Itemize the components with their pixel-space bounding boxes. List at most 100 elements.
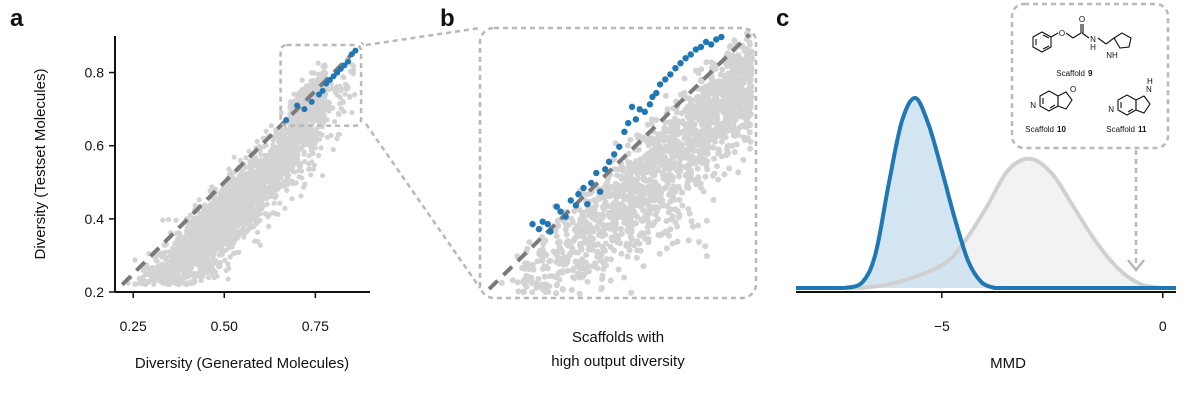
gray-scatter-point <box>655 216 661 223</box>
gray-scatter-point <box>729 64 736 70</box>
gray-scatter-point <box>635 146 642 153</box>
gray-scatter-point <box>246 148 252 155</box>
gray-scatter-point <box>553 282 560 289</box>
gray-scatter-point <box>703 253 710 260</box>
gray-scatter-point <box>559 268 566 275</box>
gray-scatter-point <box>597 195 603 202</box>
gray-scatter-point <box>627 136 634 143</box>
scaffold-11-number: 11 <box>1138 125 1147 134</box>
gray-scatter-point <box>600 204 606 211</box>
scaffold-10-o-atom: O <box>1070 85 1076 94</box>
gray-scatter-point <box>714 163 720 170</box>
gray-scatter-point <box>140 267 146 273</box>
gray-scatter-point <box>703 217 710 224</box>
panel-c-gray-density-line <box>796 156 1176 290</box>
gray-scatter-point <box>270 167 276 173</box>
gray-scatter-point <box>281 183 287 189</box>
gray-scatter-point <box>332 119 338 125</box>
gray-scatter-point <box>700 188 707 195</box>
gray-scatter-point <box>564 267 571 274</box>
gray-scatter-point <box>173 230 179 236</box>
gray-scatter-point <box>232 193 238 199</box>
gray-scatter-point <box>624 221 631 228</box>
gray-scatter-point <box>526 275 532 282</box>
gray-scatter-point <box>676 184 682 191</box>
gray-scatter-point <box>311 166 317 172</box>
gray-scatter-point <box>703 59 710 66</box>
gray-scatter-point <box>336 87 342 93</box>
gray-scatter-point <box>724 111 731 118</box>
gray-scatter-point <box>342 91 348 97</box>
gray-scatter-point <box>747 99 754 106</box>
gray-scatter-point <box>335 110 341 116</box>
gray-scatter-point <box>664 106 671 113</box>
panel-a-blue-points <box>283 47 359 124</box>
gray-scatter-point <box>192 202 198 209</box>
gray-scatter-point <box>202 257 208 263</box>
gray-scatter-point <box>240 224 247 230</box>
gray-scatter-point <box>672 206 679 213</box>
gray-scatter-point <box>661 174 668 181</box>
gray-scatter-point <box>279 131 285 137</box>
blue-scatter-point <box>653 89 660 97</box>
blue-scatter-point <box>316 91 322 98</box>
gray-scatter-point <box>249 194 256 200</box>
gray-scatter-point <box>268 173 274 179</box>
gray-scatter-point <box>530 266 537 273</box>
gray-scatter-point <box>175 237 181 243</box>
gray-scatter-point <box>210 242 216 248</box>
gray-scatter-point <box>303 119 309 125</box>
gray-scatter-point <box>733 94 740 101</box>
gray-scatter-point <box>298 163 304 169</box>
gray-scatter-point <box>620 187 627 194</box>
gray-scatter-point <box>247 164 253 170</box>
gray-scatter-point <box>666 143 673 149</box>
gray-scatter-point <box>735 52 742 59</box>
gray-scatter-point <box>217 198 223 204</box>
blue-scatter-point <box>682 55 689 62</box>
gray-scatter-point <box>640 136 647 142</box>
gray-scatter-point <box>251 185 257 191</box>
gray-scatter-point <box>744 69 751 76</box>
gray-scatter-point <box>676 197 683 203</box>
gray-scatter-point <box>675 214 682 221</box>
gray-scatter-point <box>312 82 318 88</box>
gray-scatter-point <box>624 142 631 149</box>
gray-scatter-point <box>731 125 738 132</box>
blue-scatter-point <box>632 116 640 123</box>
gray-scatter-point <box>731 88 738 94</box>
gray-scatter-point <box>281 135 287 141</box>
blue-scatter-point <box>697 43 705 51</box>
gray-scatter-point <box>744 135 751 142</box>
gray-scatter-point <box>669 177 676 184</box>
gray-scatter-point <box>598 286 605 293</box>
gray-scatter-point <box>668 186 675 193</box>
gray-scatter-point <box>592 216 599 223</box>
gray-scatter-point <box>679 141 686 148</box>
gray-scatter-point <box>697 180 704 187</box>
panel-a-scatter: 0.25 0.50 0.75 0.2 0.4 0.6 0.8 Diversity (Gen… <box>32 36 370 372</box>
gray-scatter-point <box>607 277 614 284</box>
gray-scatter-point <box>685 167 692 174</box>
gray-scatter-point <box>536 247 543 254</box>
gray-scatter-point <box>229 217 235 223</box>
gray-scatter-point <box>589 206 596 213</box>
gray-scatter-point <box>678 110 685 117</box>
gray-scatter-point <box>183 228 189 234</box>
gray-scatter-point <box>582 236 589 243</box>
gray-scatter-point <box>565 221 572 228</box>
blue-scatter-point <box>539 218 546 225</box>
gray-scatter-point <box>613 232 620 239</box>
panel-b-gray-points <box>498 30 755 297</box>
gray-scatter-point <box>719 66 726 73</box>
gray-scatter-point <box>306 108 312 114</box>
gray-scatter-point <box>207 213 213 220</box>
gray-scatter-point <box>194 244 200 250</box>
gray-scatter-point <box>623 180 630 187</box>
gray-scatter-point <box>656 250 663 257</box>
gray-scatter-point <box>685 206 692 212</box>
gray-scatter-point <box>736 59 743 66</box>
gray-scatter-point <box>588 224 595 231</box>
gray-scatter-point <box>747 86 754 93</box>
gray-scatter-point <box>535 275 542 282</box>
